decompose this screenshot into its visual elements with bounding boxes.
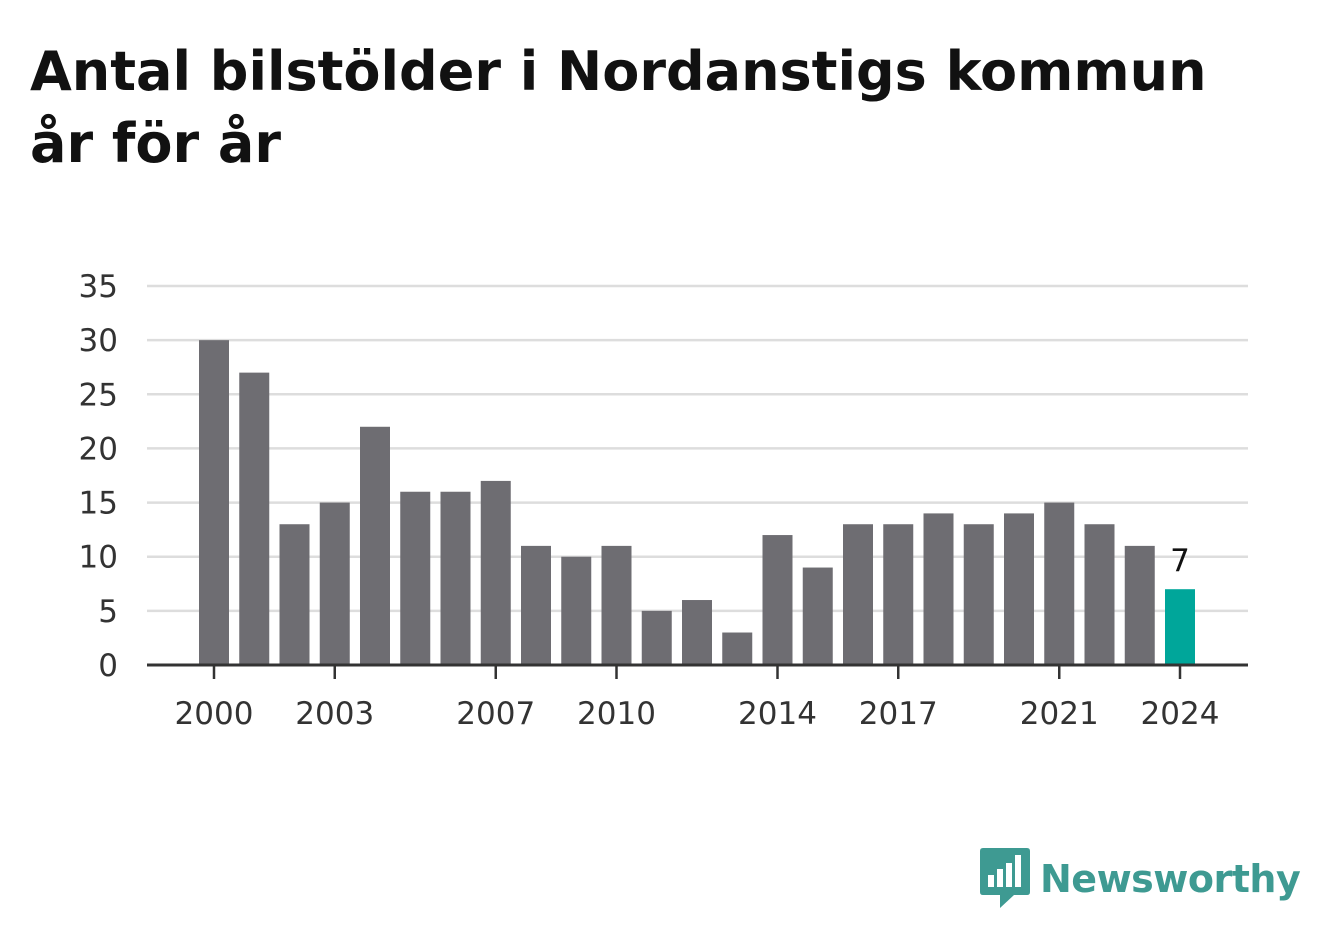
y-tick-label: 15 (79, 486, 118, 522)
brand-logo: Newsworthy (980, 848, 1301, 910)
x-tick-label: 2010 (577, 696, 656, 732)
bar-2017 (883, 524, 914, 665)
x-tick-label: 2021 (1020, 696, 1099, 732)
bar-2011 (641, 610, 672, 665)
bar-2014 (762, 535, 793, 665)
chart-title-line-2: år för år (30, 112, 281, 175)
y-tick-label: 25 (79, 377, 118, 413)
y-tick-label: 10 (79, 540, 118, 576)
bar-2000 (199, 340, 229, 665)
data-labels: 7 (1170, 543, 1190, 579)
bar-2001 (239, 372, 270, 665)
bar-2021 (1044, 502, 1075, 665)
bar-2007 (480, 480, 511, 665)
bar-2022 (1084, 524, 1115, 665)
y-axis-ticks: 0 5 10 15 20 25 30 35 (79, 269, 118, 684)
bar-2012 (682, 600, 712, 665)
x-tick-label: 2000 (175, 696, 254, 732)
bar-2009 (561, 556, 592, 665)
bar-2004 (360, 426, 390, 665)
x-tick-label: 2024 (1141, 696, 1220, 732)
data-label-2024: 7 (1170, 543, 1190, 579)
bar-2019 (963, 524, 994, 665)
bar-2023 (1124, 545, 1155, 665)
y-tick-label: 35 (79, 269, 118, 305)
bar-2015 (802, 567, 833, 665)
bar-2016 (843, 524, 873, 665)
chart-title-line-1: Antal bilstölder i Nordanstigs kommun (30, 40, 1207, 103)
bar-2006 (440, 491, 471, 665)
bar-2020 (1004, 513, 1034, 665)
bar-2008 (521, 545, 551, 665)
x-tick-label: 2017 (859, 696, 938, 732)
bar-2010 (601, 545, 632, 665)
y-tick-label: 20 (79, 431, 118, 467)
bar-2024 (1165, 589, 1195, 665)
bar-2013 (722, 632, 753, 665)
x-tick-label: 2003 (295, 696, 374, 732)
x-tick-label: 2007 (456, 696, 535, 732)
brand-name: Newsworthy (1040, 857, 1301, 901)
bar-2005 (400, 491, 431, 665)
newsworthy-logo-icon (980, 848, 1030, 908)
bar-2018 (923, 513, 954, 665)
y-tick-label: 5 (98, 594, 118, 630)
x-axis-ticks: 2000 2003 2007 2010 2014 2017 2021 2024 (175, 665, 1220, 732)
x-tick-label: 2014 (738, 696, 817, 732)
chart-title: Antal bilstölder i Nordanstigs kommun år… (30, 36, 1300, 180)
bar-2003 (319, 502, 350, 665)
y-tick-label: 0 (98, 648, 118, 684)
y-tick-label: 30 (79, 323, 118, 359)
bar-2002 (279, 524, 310, 665)
bars (199, 340, 1195, 665)
grid-lines (147, 284, 1248, 613)
